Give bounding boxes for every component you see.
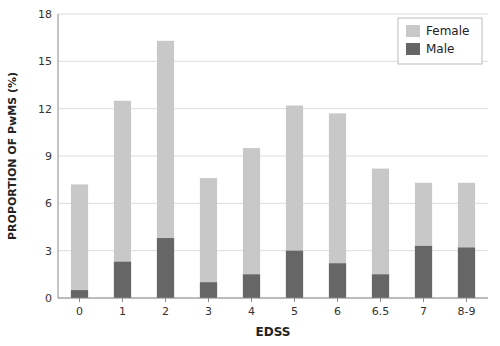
bar [200, 282, 217, 298]
x-tick [466, 298, 467, 302]
x-tick [337, 298, 338, 302]
x-tick-label: 0 [76, 305, 83, 318]
x-axis-label: EDSS [256, 325, 291, 339]
y-axis-label: PROPORTION OF PwMS (%) [6, 72, 19, 240]
x-tick [165, 298, 166, 302]
x-tick-label: 2 [162, 305, 169, 318]
x-tick [380, 298, 381, 302]
legend-swatch [406, 43, 420, 55]
bar [372, 274, 389, 298]
grid [58, 14, 488, 298]
bar [329, 113, 346, 298]
x-tick-label: 8-9 [458, 305, 476, 318]
y-tick-label: 9 [45, 150, 52, 163]
x-tick-label: 7 [420, 305, 427, 318]
y-tick-label: 0 [45, 292, 52, 305]
x-tick-label: 3 [205, 305, 212, 318]
y-tick-label: 18 [38, 8, 52, 21]
y-tick-label: 3 [45, 245, 52, 258]
x-tick [79, 298, 80, 302]
bar [458, 248, 475, 298]
bar [372, 169, 389, 298]
bar [157, 41, 174, 298]
bar [458, 183, 475, 298]
bar [157, 238, 174, 298]
bar [329, 263, 346, 298]
legend-swatch [406, 25, 420, 37]
bar [71, 290, 88, 298]
legend: Female Male [398, 18, 482, 64]
x-tick [294, 298, 295, 302]
x-tick [251, 298, 252, 302]
legend-label: Female [426, 24, 469, 38]
grid-line [58, 14, 488, 15]
legend-box [398, 18, 482, 64]
x-tick [423, 298, 424, 302]
bar [243, 148, 260, 298]
bar [415, 246, 432, 298]
y-axis-line [58, 14, 59, 298]
bar [286, 251, 303, 298]
bar [243, 274, 260, 298]
x-tick-label: 1 [119, 305, 126, 318]
chart: 036912151801234566.578-9EDSSPROPORTION O… [0, 0, 500, 346]
x-tick-label: 6 [334, 305, 341, 318]
bar [114, 101, 131, 298]
x-tick [122, 298, 123, 302]
bar [114, 262, 131, 298]
x-tick [208, 298, 209, 302]
x-tick-label: 5 [291, 305, 298, 318]
y-tick-label: 15 [38, 55, 52, 68]
x-tick-label: 6.5 [372, 305, 390, 318]
bar [286, 106, 303, 298]
y-tick-label: 12 [38, 103, 52, 116]
bar [200, 178, 217, 298]
y-tick-label: 6 [45, 197, 52, 210]
legend-label: Male [426, 42, 454, 56]
bar [415, 183, 432, 298]
bar [71, 184, 88, 298]
bars [71, 41, 475, 298]
x-tick-label: 4 [248, 305, 255, 318]
